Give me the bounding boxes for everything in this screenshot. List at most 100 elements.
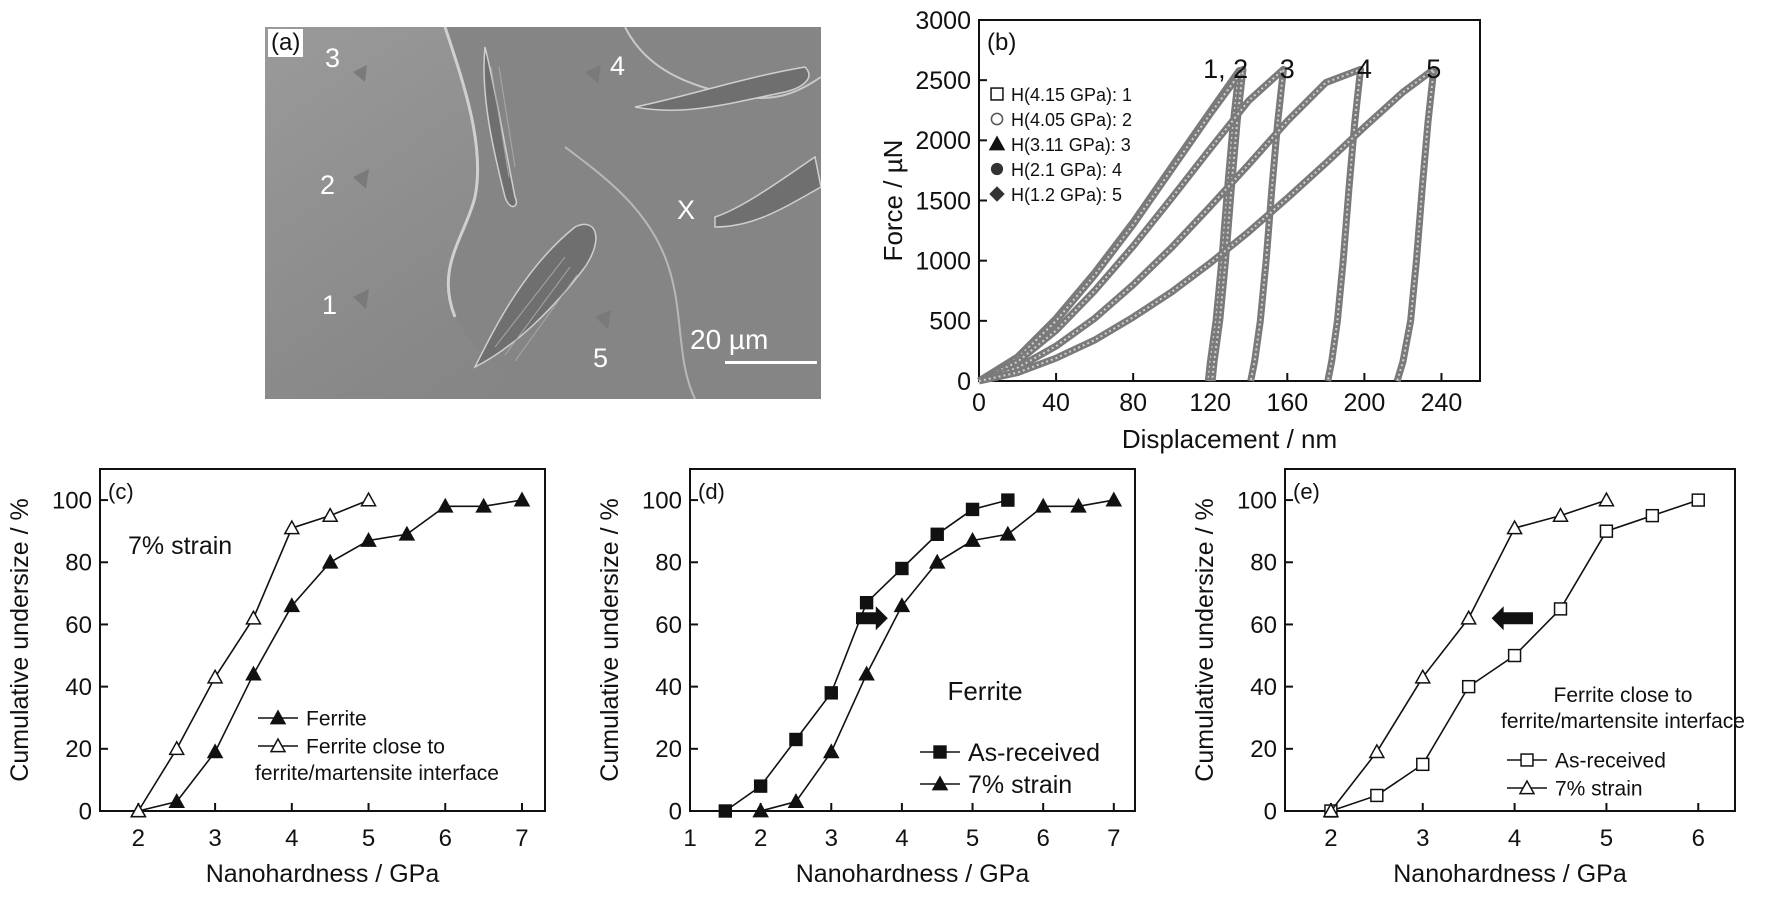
- y-tick-label: 1500: [915, 187, 971, 215]
- curve-label: 3: [1280, 54, 1295, 84]
- series-point-1: [893, 597, 911, 613]
- y-tick-label: 20: [65, 736, 92, 763]
- legend-ferrite-label: Ferrite: [306, 707, 367, 730]
- series-point-1: [206, 668, 224, 684]
- y-tick-label: 60: [1250, 612, 1277, 639]
- legend-label-2: H(4.05 GPa): 2: [1011, 110, 1132, 130]
- series-point-1: [822, 743, 840, 759]
- x-tick-label: 5: [1600, 825, 1613, 852]
- micrograph-texture: [265, 27, 821, 399]
- series-point-1: [964, 531, 981, 547]
- x-tick-label: 160: [1266, 389, 1308, 417]
- curve-texture-3: [978, 66, 1285, 382]
- series-point-0: [398, 525, 416, 541]
- shift-arrow: [1491, 606, 1533, 631]
- series-point-0: [321, 553, 339, 569]
- series-point-1: [999, 525, 1017, 541]
- y-tick-label: 20: [655, 736, 682, 763]
- series-point-0: [965, 502, 980, 517]
- x-tick-label: 2: [754, 825, 767, 852]
- legend-marker-5: [989, 186, 1005, 202]
- x-tick-label: 80: [1119, 389, 1147, 417]
- series-point-1: [928, 553, 946, 569]
- x-axis-label: Displacement / nm: [1122, 424, 1337, 454]
- shift-arrow: [855, 606, 888, 631]
- series-point-1: [1552, 507, 1569, 522]
- x-tick-label: 4: [285, 825, 298, 852]
- indent-label-4: 4: [610, 51, 626, 81]
- x-tick-label: 3: [825, 825, 838, 852]
- legend-marker-4: [990, 162, 1004, 176]
- y-tick-label: 2000: [915, 127, 971, 155]
- series-point-0: [1599, 524, 1614, 538]
- panel-tag: (e): [1293, 479, 1320, 504]
- plot-frame: [99, 468, 546, 812]
- legend-marker-1: [990, 87, 1004, 101]
- legend-label-1: H(4.15 GPa): 1: [1011, 85, 1132, 105]
- indent-label-5: 5: [593, 343, 609, 373]
- series-point-0: [895, 561, 909, 576]
- panel-tag: (d): [698, 479, 725, 504]
- series-point-0: [824, 686, 838, 700]
- indent-label-3: 3: [325, 43, 341, 73]
- series-point-1: [360, 491, 377, 507]
- series-point-0: [168, 793, 185, 809]
- y-axis-label: Force / µN: [878, 140, 908, 262]
- legend-7pct-strain-label: 7% strain: [968, 771, 1072, 799]
- chart-d-ferrite: 1 2 3 4 5 6 7 0 20 40 60 80 100 Nanohardness / GPa Cum…: [596, 468, 1136, 888]
- y-tick-label: 3000: [915, 7, 971, 35]
- series-point-0: [1507, 648, 1522, 663]
- legend-interface-label: Ferrite close to: [306, 735, 445, 758]
- legend-7pct-strain-marker: [931, 775, 949, 791]
- y-tick-label: 40: [65, 674, 92, 701]
- series-point-1: [321, 507, 339, 522]
- series-point-1: [245, 609, 262, 625]
- series-point-1: [787, 793, 805, 809]
- series-point-0: [1416, 757, 1430, 772]
- plot-frame: [1284, 468, 1736, 812]
- chart-b-force-displacement: 0 40 80 120 160 200 240 0 500 1000 1500 2000 2500 300…: [878, 7, 1481, 454]
- y-tick-label: 100: [642, 487, 682, 514]
- series-point-0: [513, 491, 531, 507]
- series-point-0: [475, 497, 492, 513]
- scale-bar-label: 20 µm: [690, 324, 769, 355]
- y-tick-label: 80: [1250, 550, 1277, 577]
- legend-as-received-marker: [1520, 753, 1534, 767]
- y-tick-label: 80: [655, 550, 682, 577]
- y-tick-label: 0: [669, 798, 682, 825]
- series-point-1: [1460, 609, 1477, 625]
- legend-as-received-label: As-received: [968, 739, 1100, 767]
- legend-label-3: H(3.11 GPa): 3: [1011, 135, 1131, 155]
- legend-marker-3: [988, 135, 1006, 151]
- x-tick-label: 2: [132, 825, 145, 852]
- curve-texture-5: [978, 67, 1435, 382]
- series-point-1: [1034, 497, 1052, 513]
- series-point-1: [1414, 668, 1432, 684]
- annotation-line2: ferrite/martensite interface: [1501, 710, 1745, 733]
- indent-label-2: 2: [320, 170, 336, 200]
- y-tick-label: 80: [65, 550, 92, 577]
- series-point-0: [1645, 508, 1660, 523]
- series-point-1: [1322, 802, 1340, 818]
- series-point-1: [168, 740, 185, 756]
- legend-as-received-label: As-received: [1555, 749, 1666, 772]
- series-point-1: [752, 802, 769, 818]
- panel-tag: (b): [987, 29, 1016, 56]
- curve-label: 4: [1357, 54, 1372, 84]
- legend-as-received-marker: [933, 745, 947, 759]
- series-point-1: [1105, 491, 1123, 507]
- series-point-0: [206, 743, 224, 759]
- series-point-0: [1691, 493, 1705, 507]
- x-tick-label: 2: [1324, 825, 1337, 852]
- curve-2: [977, 65, 1247, 385]
- series-point-0: [753, 779, 768, 793]
- y-tick-label: 100: [52, 487, 92, 514]
- x-tick-label: 1: [683, 825, 696, 852]
- x-tick-label: 4: [1508, 825, 1521, 852]
- y-axis-label: Cumulative undersize / %: [6, 498, 34, 781]
- panel-tag: (c): [108, 479, 134, 504]
- x-tick-label: 7: [1107, 825, 1120, 852]
- x-tick-label: 4: [895, 825, 908, 852]
- x-tick-label: 5: [362, 825, 375, 852]
- plot-frame: [689, 468, 1136, 812]
